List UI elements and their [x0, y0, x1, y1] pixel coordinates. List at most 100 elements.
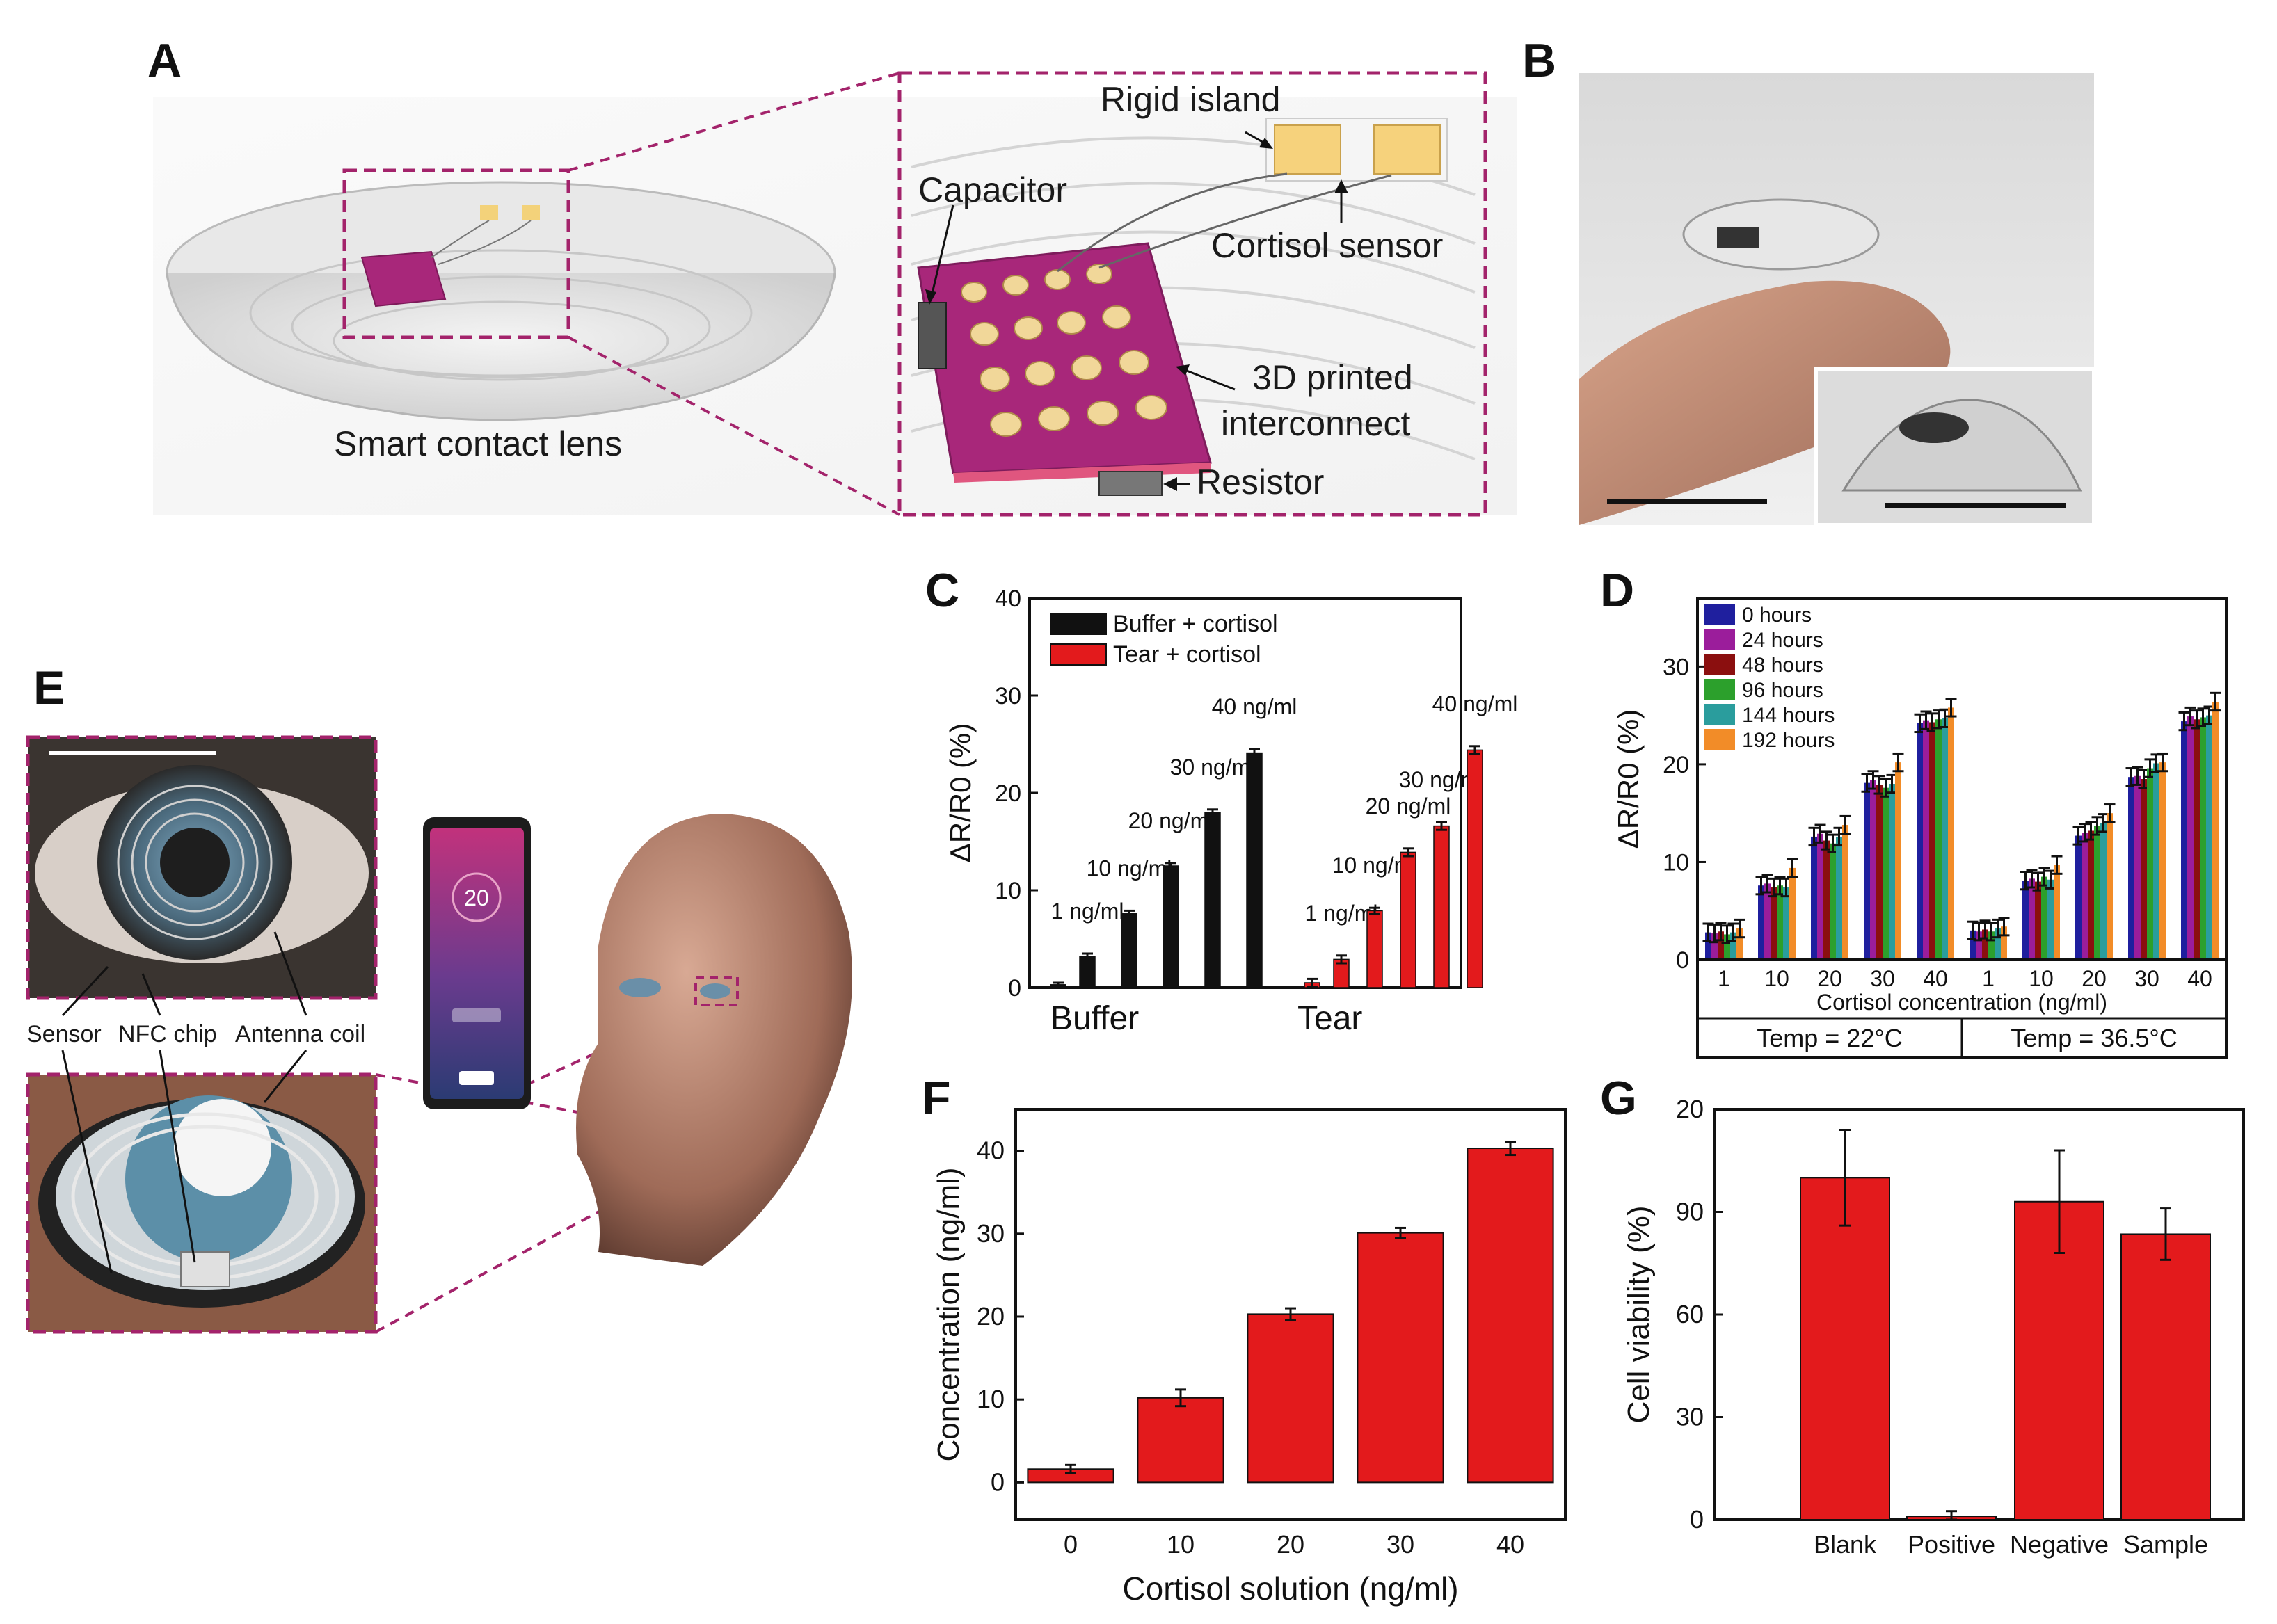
- chart-d-bar: [2187, 716, 2194, 960]
- chart-d-xtick-label: 20: [2082, 966, 2107, 991]
- chart-f-ytick-label: 40: [977, 1136, 1005, 1165]
- chart-d-bar: [1870, 780, 1876, 960]
- chart-d-bar: [1724, 934, 1730, 960]
- chart-d-bar: [1982, 929, 1988, 960]
- chart-d-bar: [2022, 881, 2029, 960]
- contact-lens-graphic: [166, 181, 836, 421]
- chart-c-bar: [1467, 749, 1483, 988]
- chart-d-bar: [2041, 876, 2047, 960]
- smart-contact-lens-label: Smart contact lens: [334, 424, 622, 463]
- chart-d-bar: [1789, 867, 1796, 960]
- chart-c-ylabel: ΔR/R0 (%): [944, 723, 977, 863]
- finger-graphic: [1579, 280, 1951, 525]
- chart-c: 0 10 20 30 40 ΔR/R0 (%) Buffer + cortisol Tear …: [944, 586, 1517, 1037]
- chart-d-bar: [1948, 707, 1954, 960]
- chart-c-bar: [1163, 865, 1179, 988]
- chart-g-plot: 0 30 60 90 20 Cell viability (%) Blank Positive…: [1622, 1095, 2245, 1559]
- chart-d-legend-swatch: [1704, 629, 1735, 650]
- chart-g-ytick-label: 0: [1690, 1505, 1704, 1534]
- chart-d-bar: [2194, 719, 2200, 960]
- chart-c-legend-label: Buffer + cortisol: [1113, 611, 1278, 637]
- chart-c-data-label: 1 ng/ml: [1305, 901, 1378, 926]
- chart-d-bar: [1864, 782, 1870, 960]
- chart-f-ytick-label: 20: [977, 1302, 1005, 1330]
- chart-f-xtick-label: 10: [1167, 1530, 1195, 1559]
- chart-d-bar: [2128, 777, 2134, 960]
- chart-d-bar: [2147, 768, 2153, 960]
- chart-c-data-label: 30 ng/ml: [1170, 755, 1256, 780]
- chart-c-plot: 0 10 20 30 40 ΔR/R0 (%) Buffer + cortisol Tear …: [944, 586, 1517, 1037]
- chart-c-group-label-tear: Tear: [1297, 1000, 1362, 1037]
- chart-d-bar: [1705, 932, 1711, 960]
- chart-f-ytick-label: 10: [977, 1385, 1005, 1413]
- panel-label-e: E: [33, 661, 65, 714]
- chart-d-bar: [1942, 718, 1948, 960]
- chart-f-xtick-label: 0: [1064, 1530, 1078, 1559]
- chart-d-ytick-label: 30: [1663, 654, 1689, 680]
- chart-d-xtick-label: 10: [2029, 966, 2054, 991]
- panel-e-illustration: Sensor NFC chip Antenna coil 20: [26, 735, 852, 1334]
- chart-d-bar: [1730, 932, 1736, 960]
- chart-d-legend-label: 192 hours: [1742, 729, 1835, 752]
- chart-d-legend-swatch: [1704, 729, 1735, 750]
- chart-f-bar: [1357, 1232, 1444, 1484]
- chart-c-legend-swatch: [1050, 643, 1107, 666]
- chart-d-bar: [1836, 836, 1842, 960]
- chart-d-bar: [1923, 720, 1929, 960]
- chart-d-legend-label: 48 hours: [1742, 654, 1823, 677]
- nfc-chip-label: NFC chip: [118, 1021, 217, 1047]
- chart-d-ytick-label: 0: [1676, 947, 1689, 974]
- chart-d-bar: [2181, 721, 2187, 960]
- chart-d-bar: [1876, 785, 1883, 960]
- chart-d-bar: [1970, 930, 1976, 960]
- capacitor-label: Capacitor: [918, 170, 1067, 209]
- chart-g-xtick-label: Positive: [1908, 1530, 1995, 1559]
- chart-d-bar: [1777, 885, 1783, 960]
- chart-d-xlabel: Cortisol concentration (ng/ml): [1816, 990, 2107, 1015]
- chart-d-bar: [1883, 787, 1889, 960]
- chart-d-xtick-label: 10: [1764, 966, 1789, 991]
- chart-d-bar: [1764, 883, 1771, 960]
- cortisol-sensor-label: Cortisol sensor: [1211, 226, 1443, 265]
- chart-g-ylabel: Cell viability (%): [1622, 1206, 1656, 1424]
- chart-d-bar: [1718, 931, 1724, 960]
- chart-f-xtick-label: 30: [1387, 1530, 1414, 1559]
- chart-d-legend-label: 24 hours: [1742, 629, 1823, 652]
- chart-c-data-label: 10 ng/ml: [1087, 855, 1172, 881]
- antenna-coil-label: Antenna coil: [235, 1021, 365, 1047]
- chart-d-bar: [1823, 840, 1830, 960]
- chart-d-bar: [2159, 762, 2166, 960]
- chart-d-ylabel: ΔR/R0 (%): [1612, 709, 1645, 849]
- chart-f-xtick-label: 40: [1496, 1530, 1524, 1559]
- panel-label-d: D: [1600, 564, 1635, 617]
- chart-d-bar: [1817, 833, 1823, 960]
- chart-d-bar: [2094, 826, 2100, 960]
- chart-d-bar: [2100, 823, 2107, 960]
- panel-label-f: F: [922, 1072, 951, 1125]
- chart-f: 0 10 20 30 40 Concentration (ng/ml) 0 10 20 30 40 C…: [932, 1108, 1567, 1607]
- chart-g-ytick-label: 20: [1676, 1095, 1704, 1123]
- chart-f-xtick-label: 20: [1277, 1530, 1304, 1559]
- zoom-box-large: [897, 71, 1487, 517]
- phone-reading: 20: [464, 885, 489, 910]
- chart-g: 0 30 60 90 20 Cell viability (%) Blank Positive…: [1622, 1095, 2245, 1559]
- rigid-island-label: Rigid island: [1101, 80, 1280, 119]
- chart-d-bar: [1736, 928, 1743, 960]
- chart-d-bar: [1929, 722, 1935, 960]
- panel-b-photo: [1579, 73, 2094, 525]
- chart-d-bar: [2035, 881, 2041, 960]
- panel-label-g: G: [1600, 1072, 1637, 1125]
- chart-f-xlabel: Cortisol solution (ng/ml): [1122, 1570, 1458, 1607]
- scale-bar-main: [1607, 499, 1767, 504]
- chart-c-bar: [1400, 851, 1416, 988]
- chart-d-ytick-label: 10: [1663, 849, 1689, 876]
- chart-c-ytick-label: 10: [995, 878, 1021, 904]
- chart-d-legend-label: 0 hours: [1742, 604, 1812, 627]
- chart-f-bar: [1247, 1313, 1334, 1484]
- chart-d-bar: [2054, 865, 2060, 960]
- chart-d-bar: [1758, 885, 1764, 960]
- chart-d-bar: [2107, 813, 2113, 960]
- chart-c-data-label: 40 ng/ml: [1432, 691, 1518, 716]
- chart-d-xtick-label: 40: [1923, 966, 1948, 991]
- chart-d-bar: [2206, 715, 2212, 960]
